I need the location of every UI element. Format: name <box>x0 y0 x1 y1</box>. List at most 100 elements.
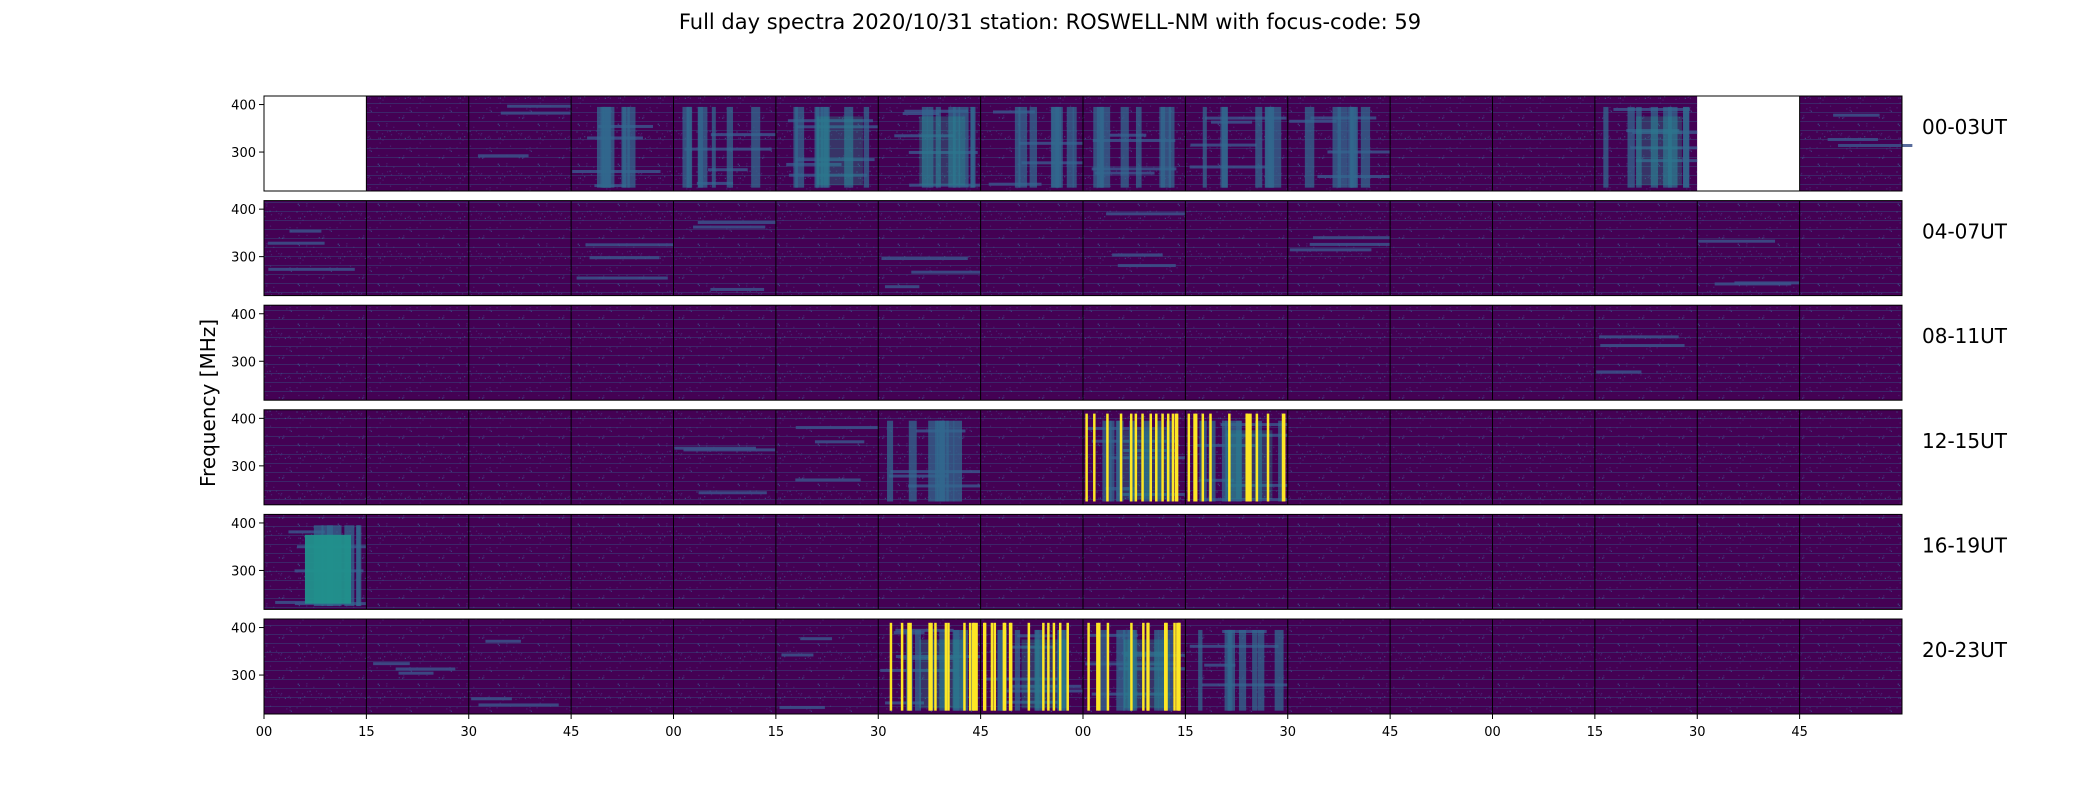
horizontal-band <box>698 491 767 495</box>
panel-texture <box>1287 619 1391 714</box>
broadband-burst <box>970 106 975 188</box>
broadband-burst <box>1268 106 1274 188</box>
horizontal-band <box>1599 335 1679 339</box>
panel-texture <box>1492 409 1595 505</box>
x-tick-label: 30 <box>1689 725 1706 740</box>
panel-texture <box>878 514 981 610</box>
horizontal-band <box>795 158 875 162</box>
panel-texture <box>980 514 1083 610</box>
horizontal-band <box>1092 138 1176 142</box>
horizontal-band <box>674 446 756 450</box>
saturated-burst <box>968 622 972 711</box>
horizontal-band <box>786 162 842 166</box>
panel-texture <box>775 409 879 505</box>
panel-texture <box>468 96 572 191</box>
broadband-burst <box>1072 106 1077 188</box>
spectrogram-panel <box>1594 96 1724 191</box>
panel-texture <box>1390 305 1493 401</box>
panel-texture <box>878 305 981 401</box>
spectrogram-panel <box>1492 619 1595 714</box>
horizontal-band <box>800 637 833 641</box>
panel-texture <box>264 619 367 714</box>
saturated-burst <box>1096 622 1099 711</box>
panel-texture <box>673 514 776 610</box>
saturated-burst <box>1052 622 1056 711</box>
saturated-burst <box>1142 622 1145 711</box>
panel-texture <box>468 514 572 610</box>
saturated-burst <box>1119 413 1123 502</box>
broadband-burst <box>1232 420 1242 502</box>
panel-texture <box>571 619 674 714</box>
panel-texture <box>366 96 469 191</box>
horizontal-band <box>589 256 660 260</box>
broadband-burst <box>1093 106 1104 188</box>
saturated-burst <box>1093 413 1096 502</box>
spectrogram-panel <box>1594 619 1698 714</box>
broadband-burst <box>751 106 761 188</box>
panel-texture <box>1287 200 1391 296</box>
broadband-burst <box>939 420 949 502</box>
panel-texture <box>468 305 572 401</box>
horizontal-band <box>1198 478 1234 482</box>
horizontal-band <box>992 110 1035 114</box>
horizontal-band <box>885 701 924 705</box>
spectrogram-panel <box>468 305 572 401</box>
spectrogram-panel <box>365 305 469 401</box>
broadband-burst <box>682 106 689 188</box>
horizontal-band <box>485 639 521 643</box>
horizontal-band <box>576 276 668 280</box>
broadband-burst <box>1029 106 1037 188</box>
spectra-row-04-07: 300 400 04-07UT <box>231 200 2008 297</box>
horizontal-band <box>500 111 591 115</box>
broadband-burst <box>356 525 361 607</box>
broadband-burst <box>952 106 961 188</box>
saturated-burst <box>947 622 950 711</box>
saturated-burst <box>1149 413 1153 502</box>
broadband-burst <box>953 629 963 711</box>
broadband-burst <box>1603 106 1609 188</box>
broadband-burst <box>1257 629 1265 711</box>
broadband-burst <box>946 420 955 502</box>
broadband-burst <box>1337 106 1348 188</box>
saturated-burst <box>1171 413 1175 502</box>
spectrogram-panel <box>1799 619 1902 714</box>
panel-texture <box>1287 409 1391 505</box>
broadband-burst <box>953 420 963 502</box>
x-tick-label: 45 <box>1791 725 1808 740</box>
broadband-burst <box>1156 420 1162 502</box>
spectrogram-panel <box>980 96 1106 191</box>
saturated-burst <box>1174 413 1178 502</box>
broadband-burst <box>1198 629 1203 711</box>
panel-texture <box>1492 305 1595 401</box>
broadband-burst <box>686 106 693 188</box>
horizontal-band <box>1012 684 1082 688</box>
spectra-row-20-23: 300 400 20-23UT <box>231 618 2008 715</box>
horizontal-band <box>395 667 456 671</box>
broadband-burst <box>1014 629 1021 711</box>
spectra-row-16-19: 300 400 16-19UT <box>231 513 2008 610</box>
panel-texture <box>366 200 469 296</box>
broadband-burst <box>1161 106 1171 188</box>
spectrogram-panel <box>1184 305 1288 401</box>
spectrogram-panel <box>877 96 994 191</box>
panel-texture <box>980 200 1083 296</box>
saturated-burst <box>1009 622 1013 711</box>
panel-texture <box>1492 514 1595 610</box>
panel-texture <box>468 200 572 296</box>
panel-texture <box>1799 96 1902 191</box>
broadband-burst <box>1255 420 1262 502</box>
spectrogram-panel <box>1492 514 1595 610</box>
horizontal-band <box>585 243 676 247</box>
spectra-row-12-15: 300 400 12-15UT <box>231 409 2008 506</box>
spectrogram-panel <box>1389 305 1493 401</box>
saturated-burst <box>1003 622 1007 711</box>
broadband-burst <box>711 106 716 188</box>
broadband-burst <box>1018 106 1028 188</box>
spectrogram-panel <box>1082 409 1196 505</box>
spectrogram-panel <box>980 409 1083 505</box>
saturated-burst <box>930 622 933 711</box>
spectrogram-panel <box>877 619 984 714</box>
panel-texture <box>1083 514 1186 610</box>
broadband-burst <box>1034 629 1043 711</box>
broadband-burst <box>1066 106 1074 188</box>
